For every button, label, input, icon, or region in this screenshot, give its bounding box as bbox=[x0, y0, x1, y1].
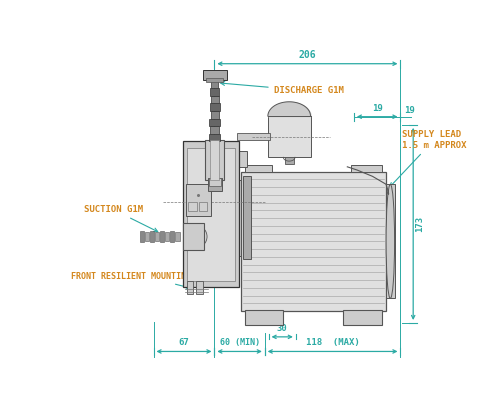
Text: 60 (MIN): 60 (MIN) bbox=[220, 338, 260, 347]
Bar bbox=[344, 310, 382, 325]
Text: 206: 206 bbox=[298, 49, 316, 60]
Bar bbox=[208, 178, 222, 191]
Bar bbox=[209, 178, 220, 186]
Text: SUPPLY LEAD
1.5 m APPROX: SUPPLY LEAD 1.5 m APPROX bbox=[390, 130, 466, 187]
Bar bbox=[150, 231, 154, 242]
Bar bbox=[182, 223, 204, 250]
Text: 67: 67 bbox=[178, 338, 190, 347]
Bar bbox=[237, 151, 246, 167]
Bar bbox=[170, 231, 174, 242]
Bar bbox=[206, 78, 224, 82]
Bar bbox=[140, 231, 144, 242]
Bar bbox=[160, 231, 164, 242]
Text: 173: 173 bbox=[415, 216, 424, 232]
Bar bbox=[210, 88, 220, 96]
Text: FRONT RESILIENT MOUNTING FOOT: FRONT RESILIENT MOUNTING FOOT bbox=[72, 272, 217, 289]
Text: SUCTION G1M: SUCTION G1M bbox=[84, 205, 158, 232]
Bar bbox=[210, 119, 220, 126]
Bar bbox=[284, 157, 294, 164]
Bar bbox=[210, 111, 219, 119]
Bar bbox=[186, 148, 235, 281]
Text: 118  (MAX): 118 (MAX) bbox=[306, 338, 360, 347]
Bar bbox=[203, 70, 227, 80]
Bar bbox=[210, 140, 220, 180]
Bar bbox=[145, 232, 150, 241]
Bar bbox=[188, 202, 196, 211]
Bar bbox=[186, 184, 211, 216]
Bar bbox=[205, 140, 225, 180]
Bar bbox=[186, 281, 194, 294]
Bar bbox=[210, 134, 220, 141]
Bar bbox=[196, 281, 203, 294]
Bar bbox=[176, 232, 180, 241]
Bar bbox=[268, 116, 310, 157]
Ellipse shape bbox=[186, 225, 207, 248]
Bar bbox=[244, 310, 284, 325]
Bar bbox=[386, 184, 394, 298]
Bar bbox=[212, 80, 218, 88]
Text: 19: 19 bbox=[372, 103, 382, 112]
Bar bbox=[210, 103, 220, 111]
Bar bbox=[242, 176, 251, 259]
Text: 30: 30 bbox=[277, 324, 287, 333]
Bar bbox=[244, 165, 272, 171]
Bar bbox=[210, 126, 220, 134]
Bar bbox=[198, 202, 207, 211]
Bar bbox=[239, 180, 241, 255]
Bar bbox=[155, 232, 160, 241]
Text: 19: 19 bbox=[404, 106, 415, 115]
Bar bbox=[165, 232, 170, 241]
Bar bbox=[351, 165, 382, 171]
Ellipse shape bbox=[386, 184, 394, 298]
Bar bbox=[211, 96, 218, 103]
Bar bbox=[241, 171, 386, 311]
Bar bbox=[237, 133, 270, 140]
Bar bbox=[182, 141, 239, 288]
Text: DISCHARGE G1M: DISCHARGE G1M bbox=[220, 82, 344, 95]
